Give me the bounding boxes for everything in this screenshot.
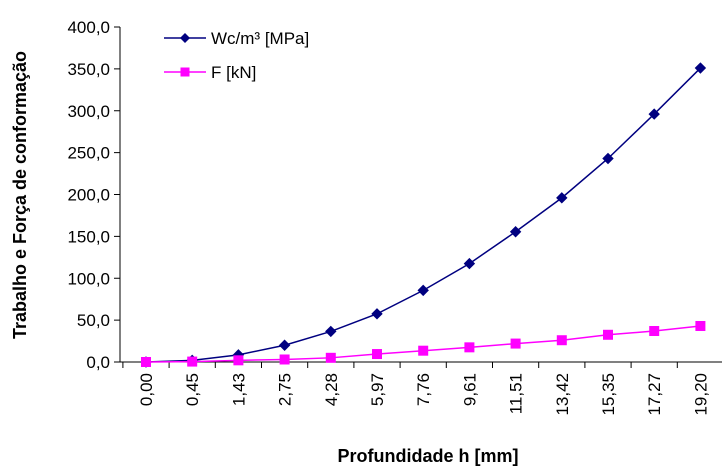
y-axis-title: Trabalho e Força de conformação: [10, 51, 30, 339]
data-point: [463, 257, 476, 270]
data-point: [694, 62, 707, 74]
x-tick-label: 11,51: [507, 373, 526, 414]
y-tick-label: 400,0: [67, 18, 110, 37]
series: [140, 62, 707, 368]
y-tick-label: 200,0: [67, 186, 110, 205]
y-tick-label: 50,0: [77, 311, 110, 330]
x-tick-label: 2,75: [276, 373, 295, 406]
legend-marker: [180, 67, 190, 77]
data-point: [141, 357, 151, 367]
axes: [114, 26, 722, 368]
data-point: [325, 352, 336, 363]
data-point: [279, 354, 290, 365]
x-tick-label: 5,97: [368, 373, 387, 406]
data-point: [648, 108, 660, 120]
y-tick-label: 150,0: [67, 227, 110, 246]
y-tick-labels: 0,0 50,0 100,0 150,0 200,0 250,0 300,0 350,0 400…: [67, 18, 110, 372]
legend-item-f: F [kN]: [164, 63, 256, 82]
data-point: [603, 329, 613, 340]
y-tick-label: 300,0: [67, 102, 110, 121]
x-tick-label: 17,27: [645, 373, 664, 416]
data-point: [556, 192, 568, 204]
y-tick-label: 100,0: [67, 269, 110, 288]
x-tick-label: 9,61: [460, 373, 479, 406]
legend-label: F [kN]: [211, 63, 256, 82]
data-point: [510, 338, 521, 349]
legend: Wc/m³ [MPa] F [kN]: [164, 29, 309, 82]
data-point: [602, 152, 614, 165]
y-tick-label: 350,0: [67, 60, 110, 79]
y-tick-label: 0,0: [86, 353, 110, 372]
x-tick-label: 1,43: [229, 373, 248, 406]
y-tick-label: 250,0: [67, 144, 110, 163]
data-point: [371, 308, 383, 320]
x-tick-label: 4,28: [322, 373, 341, 406]
data-point: [233, 355, 244, 366]
x-tick-label: 7,76: [414, 373, 433, 406]
legend-item-wc: Wc/m³ [MPa]: [164, 29, 309, 48]
data-point: [372, 349, 382, 360]
x-tick-label: 13,42: [553, 373, 572, 416]
data-point: [187, 356, 198, 367]
legend-label: Wc/m³ [MPa]: [211, 29, 309, 48]
data-point: [695, 320, 706, 331]
x-tick-label: 19,20: [691, 373, 710, 416]
x-tick-label: 15,35: [599, 373, 618, 416]
series-f: [141, 320, 706, 367]
x-axis-title: Profundidade h [mm]: [338, 446, 519, 466]
data-point: [325, 325, 337, 338]
data-point: [278, 339, 291, 351]
data-point: [556, 335, 567, 346]
data-point: [464, 342, 475, 353]
data-point: [418, 345, 429, 356]
x-tick-labels: 0,00 0,45 1,43 2,75 4,28 5,97 7,76 9,61 11,51 13,…: [137, 373, 710, 416]
data-point: [417, 284, 429, 297]
series-line: [145, 67, 701, 363]
x-tick-label: 0,45: [183, 373, 202, 406]
series-wc: [140, 62, 707, 368]
data-point: [509, 226, 522, 238]
data-point: [649, 326, 660, 337]
x-tick-label: 0,00: [137, 373, 156, 406]
legend-marker: [180, 33, 190, 43]
